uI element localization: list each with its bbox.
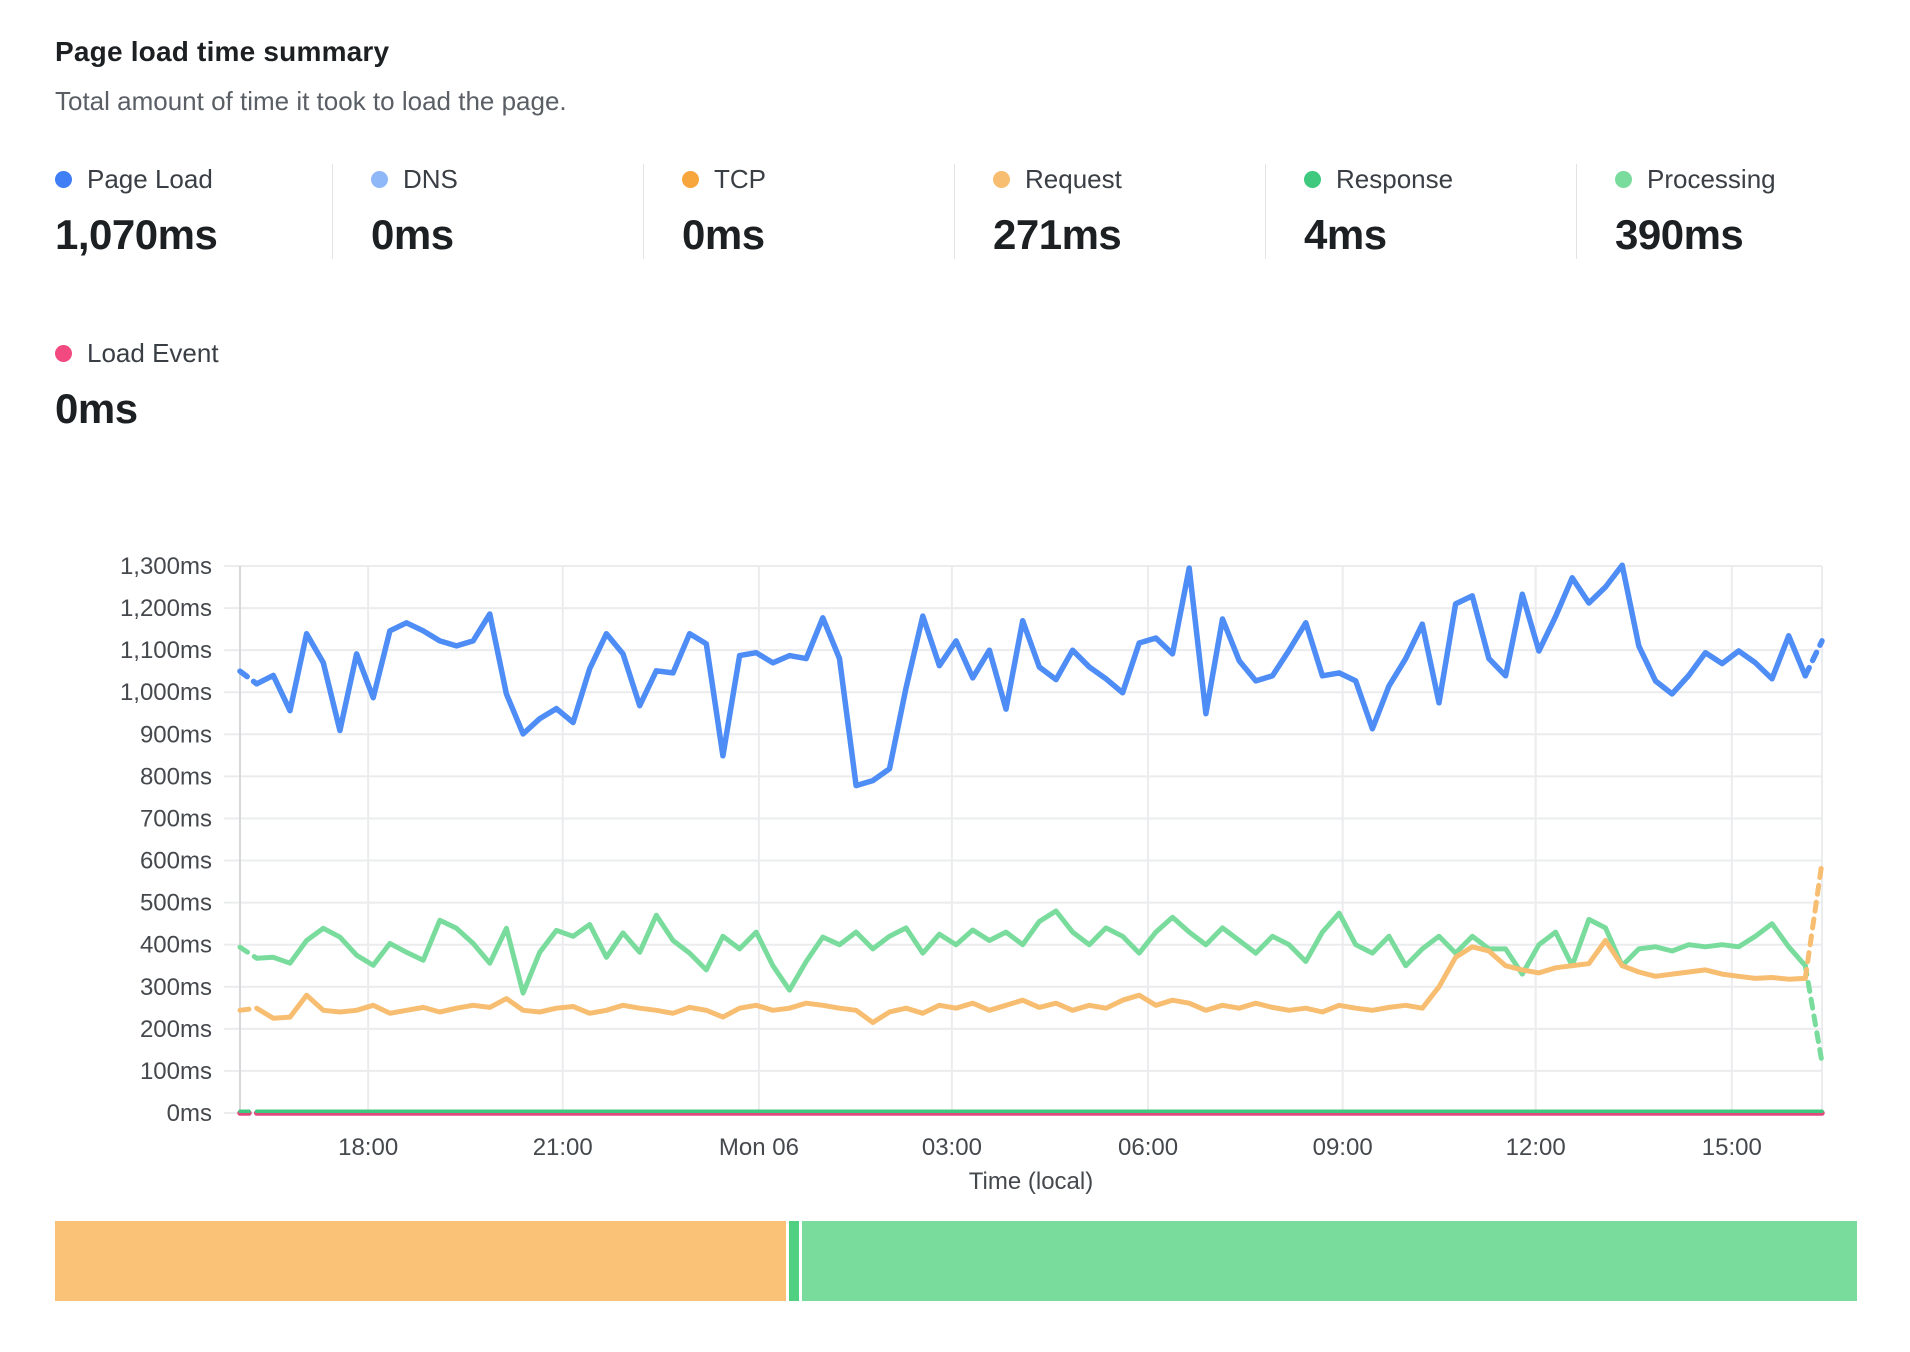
y-tick-label: 1,000ms: [120, 679, 212, 706]
x-tick-label: 12:00: [1506, 1134, 1566, 1161]
bar-segment-processing-share: [801, 1221, 1857, 1301]
metric-label-row: TCP: [682, 164, 954, 194]
x-tick-label: 15:00: [1702, 1134, 1762, 1161]
metric-processing[interactable]: Processing 390ms: [1576, 164, 1887, 259]
series-page-load: [1802, 638, 1825, 679]
metric-page-load[interactable]: Page Load 1,070ms: [55, 164, 332, 259]
request-legend-dot-icon: [993, 170, 1010, 188]
tcp-legend-dot-icon: [682, 170, 699, 188]
page-load-legend-dot-icon: [55, 170, 72, 188]
y-tick-label: 900ms: [140, 721, 212, 748]
y-tick-label: 300ms: [140, 974, 212, 1001]
metric-label: TCP: [714, 164, 766, 194]
metric-label-row: Load Event: [55, 338, 219, 368]
y-tick-label: 700ms: [140, 805, 212, 832]
dns-legend-dot-icon: [371, 170, 388, 188]
series-processing: [237, 944, 260, 961]
y-tick-label: 0ms: [167, 1100, 212, 1127]
metric-label: Processing: [1647, 164, 1776, 194]
metric-value: 271ms: [993, 211, 1122, 258]
page-title: Page load time summary: [55, 36, 390, 67]
y-tick-label: 800ms: [140, 763, 212, 790]
x-tick-label: 06:00: [1118, 1134, 1178, 1161]
bar-segment-request-share: [55, 1221, 786, 1301]
metric-value: 0ms: [371, 211, 454, 258]
series-processing: [1802, 963, 1825, 1065]
processing-legend-dot-icon: [1615, 170, 1632, 188]
page-subtitle: Total amount of time it took to load the…: [55, 86, 567, 116]
metric-value: 0ms: [55, 385, 138, 432]
series-request: [237, 1005, 260, 1013]
response-legend-dot-icon: [1304, 170, 1321, 188]
y-tick-label: 1,200ms: [120, 595, 212, 622]
x-tick-label: Mon 06: [719, 1134, 799, 1161]
metric-label-row: DNS: [371, 164, 643, 194]
y-tick-label: 1,100ms: [120, 637, 212, 664]
metrics-row: Page Load 1,070ms DNS 0ms TCP 0ms Reques…: [55, 164, 1887, 259]
metric-value: 390ms: [1615, 211, 1744, 258]
y-tick-label: 100ms: [140, 1058, 212, 1085]
metric-label-row: Processing: [1615, 164, 1887, 194]
metric-label-row: Request: [993, 164, 1265, 194]
x-tick-label: 03:00: [922, 1134, 982, 1161]
metric-label-row: Response: [1304, 164, 1576, 194]
metric-label: Request: [1025, 164, 1122, 194]
metric-dns[interactable]: DNS 0ms: [332, 164, 643, 259]
metric-load-event[interactable]: Load Event 0ms: [55, 338, 219, 433]
metric-value: 1,070ms: [55, 211, 218, 258]
load-distribution-bar: [55, 1221, 1857, 1301]
metric-value: 0ms: [682, 211, 765, 258]
y-tick-label: 400ms: [140, 932, 212, 959]
series-page-load: [253, 562, 1809, 789]
y-tick-label: 600ms: [140, 848, 212, 875]
y-tick-label: 200ms: [140, 1016, 212, 1043]
x-axis-title: Time (local): [969, 1168, 1093, 1195]
load-event-legend-dot-icon: [55, 344, 72, 362]
series-page-load: [237, 668, 260, 687]
metric-response[interactable]: Response 4ms: [1265, 164, 1576, 259]
series-request: [254, 938, 1808, 1025]
metric-label: Load Event: [87, 338, 219, 368]
x-tick-label: 21:00: [533, 1134, 593, 1161]
metric-label: Response: [1336, 164, 1454, 194]
metric-label: Page Load: [87, 164, 213, 194]
metric-tcp[interactable]: TCP 0ms: [643, 164, 954, 259]
y-tick-label: 500ms: [140, 890, 212, 917]
series-processing: [254, 908, 1808, 996]
series-request: [1802, 860, 1825, 981]
metric-label: DNS: [403, 164, 458, 194]
metric-value: 4ms: [1304, 211, 1387, 258]
bar-segment-response-share: [788, 1221, 799, 1301]
metric-request[interactable]: Request 271ms: [954, 164, 1265, 259]
metric-label-row: Page Load: [55, 164, 332, 194]
x-tick-label: 09:00: [1313, 1134, 1373, 1161]
y-tick-label: 1,300ms: [120, 553, 212, 580]
x-tick-label: 18:00: [338, 1134, 398, 1161]
